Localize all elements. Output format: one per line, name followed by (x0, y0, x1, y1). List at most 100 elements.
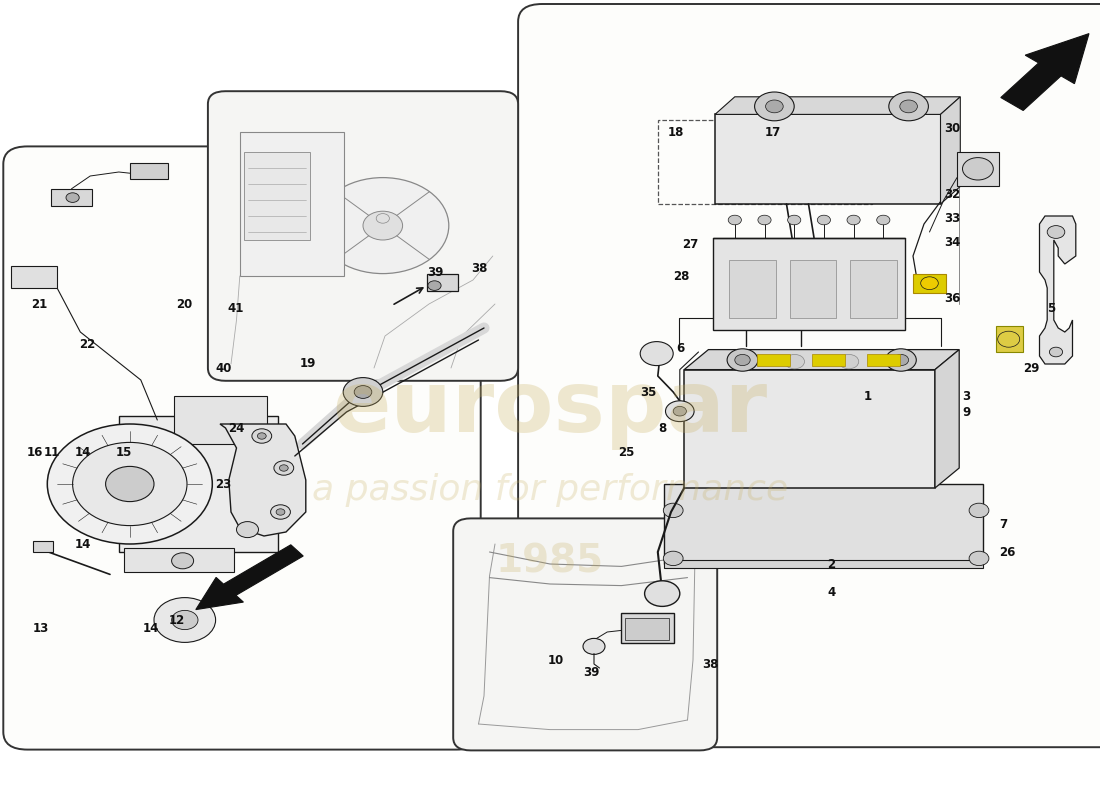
Text: 3: 3 (962, 390, 970, 402)
Text: 14: 14 (75, 446, 91, 458)
Circle shape (755, 92, 794, 121)
Text: 2: 2 (827, 558, 835, 570)
Circle shape (784, 354, 804, 369)
Circle shape (363, 211, 403, 240)
Circle shape (663, 551, 683, 566)
Bar (957, 152, 999, 186)
Text: 21: 21 (31, 298, 47, 310)
Circle shape (893, 354, 909, 366)
Text: 38: 38 (471, 262, 487, 274)
Circle shape (893, 354, 913, 369)
Circle shape (106, 466, 154, 502)
Bar (11, 266, 57, 288)
Text: 26: 26 (999, 546, 1015, 558)
Circle shape (735, 354, 750, 366)
Text: 9: 9 (962, 406, 970, 418)
Polygon shape (935, 350, 959, 488)
Text: 10: 10 (548, 654, 564, 666)
Circle shape (900, 100, 917, 113)
Circle shape (583, 638, 605, 654)
Bar (757, 354, 790, 366)
Text: 24: 24 (228, 422, 244, 434)
Bar (244, 152, 310, 240)
Circle shape (663, 503, 683, 518)
Circle shape (257, 433, 266, 439)
Bar (174, 396, 267, 444)
Bar (51, 189, 92, 206)
Circle shape (47, 424, 212, 544)
Text: 15: 15 (116, 446, 132, 458)
Text: 17: 17 (764, 126, 781, 138)
Circle shape (640, 342, 673, 366)
Text: 8: 8 (658, 422, 666, 434)
Circle shape (252, 429, 272, 443)
Bar (729, 260, 776, 318)
Circle shape (969, 503, 989, 518)
Circle shape (354, 386, 372, 398)
Text: 13: 13 (33, 622, 50, 634)
Text: 6: 6 (676, 342, 684, 354)
Circle shape (154, 598, 216, 642)
Circle shape (847, 215, 860, 225)
FancyBboxPatch shape (453, 518, 717, 750)
Polygon shape (715, 97, 960, 114)
Text: 11: 11 (44, 446, 60, 458)
Text: 38: 38 (702, 658, 718, 670)
Circle shape (889, 92, 928, 121)
Circle shape (962, 158, 993, 180)
Bar (790, 260, 836, 318)
Circle shape (839, 354, 859, 369)
Text: 36: 36 (944, 292, 960, 305)
Polygon shape (940, 97, 960, 204)
FancyBboxPatch shape (208, 91, 518, 381)
Circle shape (274, 461, 294, 475)
Bar (664, 484, 983, 564)
Circle shape (172, 610, 198, 630)
Bar (715, 114, 940, 204)
Bar (119, 416, 278, 552)
Text: 19: 19 (299, 358, 316, 370)
Circle shape (343, 378, 383, 406)
Circle shape (758, 215, 771, 225)
Circle shape (727, 349, 758, 371)
Text: 28: 28 (673, 270, 690, 282)
Text: 12: 12 (168, 614, 185, 626)
Text: 20: 20 (176, 298, 192, 310)
Text: 5: 5 (1047, 302, 1056, 314)
FancyBboxPatch shape (3, 146, 481, 750)
Text: 40: 40 (216, 362, 232, 374)
Circle shape (730, 354, 750, 369)
Text: 32: 32 (944, 188, 960, 201)
Text: a passion for performance: a passion for performance (312, 473, 788, 506)
Circle shape (279, 465, 288, 471)
Bar (850, 260, 896, 318)
Circle shape (317, 178, 449, 274)
Circle shape (645, 581, 680, 606)
Text: 27: 27 (682, 238, 698, 250)
Text: 35: 35 (640, 386, 657, 398)
Circle shape (66, 193, 79, 202)
Circle shape (172, 553, 194, 569)
Text: 25: 25 (618, 446, 635, 458)
Polygon shape (684, 350, 959, 370)
Text: 30: 30 (944, 122, 960, 134)
Text: 7: 7 (999, 518, 1007, 530)
Text: 39: 39 (583, 666, 600, 678)
Circle shape (766, 100, 783, 113)
Circle shape (666, 401, 694, 422)
Polygon shape (1001, 34, 1089, 110)
Circle shape (969, 551, 989, 566)
Bar (124, 548, 234, 572)
Circle shape (276, 509, 285, 515)
Bar (130, 163, 168, 179)
Bar (33, 541, 53, 552)
Bar (621, 613, 674, 643)
Text: 34: 34 (944, 236, 960, 249)
Text: 14: 14 (143, 622, 160, 634)
Circle shape (921, 277, 938, 290)
Circle shape (73, 442, 187, 526)
Circle shape (886, 349, 916, 371)
Circle shape (1049, 347, 1063, 357)
Circle shape (1047, 226, 1065, 238)
Text: 23: 23 (216, 478, 232, 490)
